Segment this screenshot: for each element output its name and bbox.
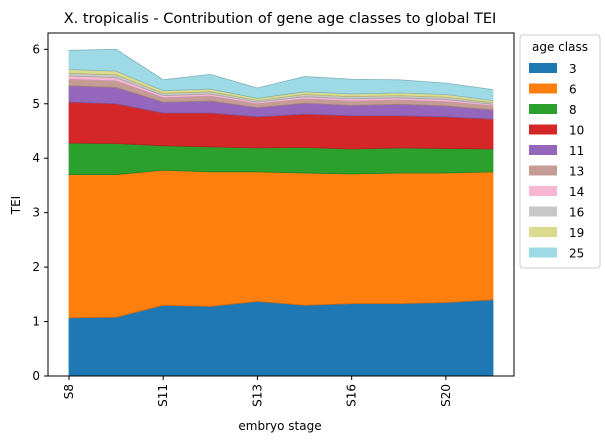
legend-label-8: 8 (569, 103, 577, 117)
plot-frame (47, 32, 515, 377)
legend-label-10: 10 (569, 124, 584, 138)
x-axis-label: embryo stage (238, 419, 321, 433)
area-top-line-3 (68, 299, 494, 319)
area-series-25 (68, 48, 494, 101)
legend-swatch-14 (529, 186, 557, 196)
y-tick-label: 0 (32, 369, 40, 383)
x-tick-label: S20 (439, 384, 453, 407)
legend-swatch-13 (529, 165, 557, 176)
area-top-line-25 (68, 48, 494, 91)
legend-swatch-10 (529, 124, 557, 135)
y-tick-label: 1 (32, 315, 40, 329)
y-tick-label: 4 (32, 151, 40, 165)
y-tick-label: 5 (32, 97, 40, 111)
legend-swatch-11 (529, 145, 557, 155)
legend: age class 3 6 8 10 11 13 14 16 19 25 (519, 34, 601, 269)
area-top-line-14 (68, 75, 494, 105)
legend-swatch-25 (529, 247, 557, 258)
area-series-6 (68, 169, 494, 319)
x-tick-label: S8 (62, 384, 76, 399)
legend-label-19: 19 (569, 226, 584, 240)
area-top-line-16 (68, 72, 494, 104)
legend-label-6: 6 (569, 83, 577, 97)
y-tick-label: 6 (32, 42, 40, 56)
legend-label-3: 3 (569, 62, 577, 76)
x-tick-label: S16 (345, 384, 359, 407)
legend-label-25: 25 (569, 247, 584, 261)
legend-swatch-6 (529, 83, 557, 94)
area-boundaries (68, 48, 494, 319)
area-top-line-10 (68, 101, 494, 120)
area-top-line-19 (68, 69, 494, 101)
x-tick-label: S11 (156, 384, 170, 407)
legend-swatch-3 (529, 63, 557, 73)
area-top-line-11 (68, 85, 494, 111)
legend-swatch-8 (529, 104, 557, 114)
area-top-line-6 (69, 169, 494, 175)
legend-swatch-16 (529, 206, 557, 217)
y-axis: 0 1 2 3 4 5 6 (32, 42, 48, 383)
area-top-line-8 (68, 142, 494, 150)
x-axis: S8 S11 S13 S16 S20 (62, 376, 453, 407)
legend-label-16: 16 (569, 206, 584, 220)
area-top-line-13 (68, 78, 494, 107)
y-axis-label: TEI (9, 196, 23, 215)
y-tick-label: 3 (32, 206, 40, 220)
legend-label-11: 11 (569, 144, 584, 158)
legend-label-13: 13 (569, 165, 584, 179)
stacked-areas (68, 48, 494, 377)
legend-label-14: 14 (569, 185, 584, 199)
chart-title: X. tropicalis - Contribution of gene age… (64, 11, 497, 27)
legend-swatch-19 (529, 227, 557, 237)
y-tick-label: 2 (32, 260, 40, 274)
x-tick-label: S13 (250, 384, 264, 407)
legend-title: age class (532, 40, 588, 54)
